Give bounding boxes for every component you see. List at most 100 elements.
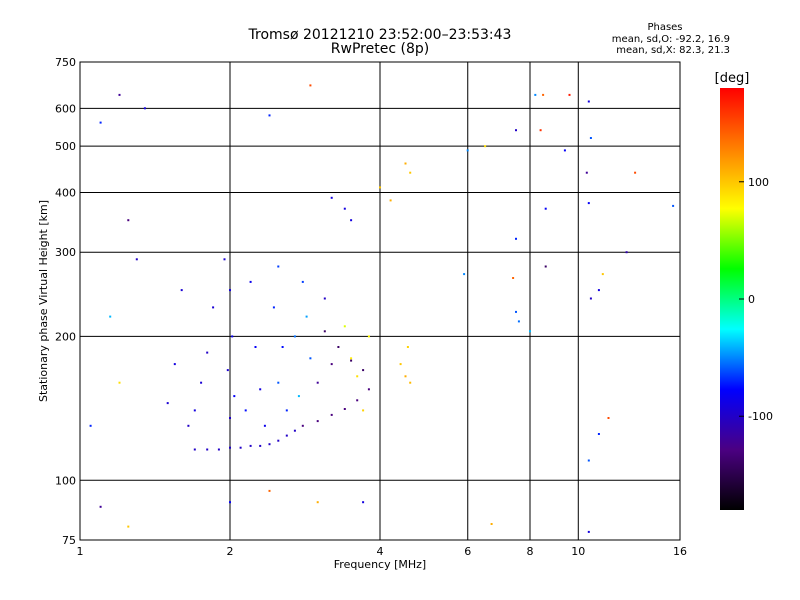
data-point	[187, 424, 190, 427]
phase-stats-x-mode: mean, sd,X: 82.3, 21.3	[616, 45, 730, 56]
data-point	[109, 315, 112, 318]
data-point	[337, 346, 340, 348]
data-point	[285, 409, 288, 412]
data-point	[259, 388, 262, 391]
chart-title: Tromsø 20121210 23:52:00–23:53:43	[248, 27, 512, 43]
data-point	[323, 297, 326, 300]
data-point	[585, 171, 588, 174]
y-tick-label: 200	[55, 330, 76, 343]
data-point	[135, 258, 138, 261]
data-point	[343, 325, 346, 328]
data-point	[362, 409, 365, 412]
data-point	[254, 346, 257, 348]
data-point	[515, 129, 517, 132]
data-point	[127, 219, 130, 222]
data-point	[316, 420, 319, 423]
data-point	[587, 459, 590, 462]
chart-subtitle: RwPretec (8p)	[330, 41, 430, 57]
data-point	[534, 93, 537, 96]
data-point	[293, 335, 296, 338]
data-point	[672, 204, 675, 207]
data-point	[539, 129, 542, 132]
data-point	[259, 444, 262, 447]
data-point	[362, 369, 365, 372]
data-point	[277, 439, 280, 442]
data-point	[515, 237, 517, 240]
data-point	[173, 363, 176, 366]
data-point	[99, 505, 102, 508]
data-point	[367, 335, 370, 338]
data-point	[249, 444, 252, 447]
data-point	[316, 381, 319, 384]
data-point	[367, 388, 370, 391]
phase-stats-title: Phases	[647, 22, 683, 33]
colorbar-tick-label: 0	[748, 293, 755, 306]
data-point	[229, 289, 231, 292]
plot-frame	[79, 61, 681, 541]
phase-colorbar: [deg] 100 0 -100	[715, 71, 773, 510]
data-point	[272, 306, 275, 309]
data-point	[309, 357, 312, 360]
x-axis-label: Frequency [MHz]	[334, 558, 426, 571]
data-point	[589, 137, 592, 139]
x-tick-label: 8	[527, 545, 534, 558]
data-point	[404, 375, 407, 378]
data-point	[350, 359, 353, 362]
data-point	[166, 402, 169, 405]
data-point	[233, 395, 236, 398]
data-point	[293, 429, 296, 432]
colorbar-tick-label: -100	[748, 410, 773, 423]
data-point	[277, 265, 280, 268]
colorbar-ticks: 100 0 -100	[739, 176, 773, 423]
data-point	[634, 171, 637, 174]
data-point	[597, 433, 600, 435]
y-tick-label: 400	[55, 186, 76, 199]
data-point	[379, 186, 381, 189]
phase-stats-o-mode: mean, sd,O: -92.2, 16.9	[611, 34, 730, 45]
data-point	[597, 289, 600, 292]
data-point	[301, 424, 304, 427]
data-point	[118, 93, 121, 96]
data-point	[193, 448, 196, 451]
data-point	[587, 530, 590, 533]
data-point	[268, 114, 271, 117]
x-tick-label: 1	[77, 545, 84, 558]
data-point	[99, 121, 102, 124]
data-point	[625, 251, 628, 254]
data-point	[118, 381, 121, 384]
data-point	[305, 315, 308, 318]
data-point	[356, 375, 359, 378]
data-point	[330, 363, 333, 366]
data-point	[350, 219, 353, 222]
data-point	[316, 501, 319, 504]
data-point	[277, 381, 280, 384]
data-point	[529, 330, 531, 333]
data-point	[206, 448, 209, 451]
data-point	[301, 280, 304, 283]
data-point	[587, 100, 590, 103]
data-point	[399, 363, 402, 366]
y-tick-label: 500	[55, 140, 76, 153]
colorbar-unit-label: [deg]	[715, 71, 750, 86]
data-point	[589, 297, 592, 300]
data-point	[466, 149, 469, 152]
data-point	[231, 335, 234, 338]
data-point	[200, 381, 203, 384]
data-point	[542, 93, 545, 96]
data-point	[297, 395, 300, 398]
data-point	[517, 320, 520, 323]
data-point	[568, 93, 571, 96]
data-point	[356, 399, 359, 402]
data-point	[404, 162, 407, 165]
data-point	[515, 310, 517, 313]
x-tick-label: 4	[377, 545, 384, 558]
data-point	[249, 280, 252, 283]
y-tick-label: 100	[55, 474, 76, 487]
data-point	[350, 357, 353, 360]
colorbar-tick-label: 100	[748, 176, 769, 189]
data-point	[512, 277, 515, 279]
data-point	[607, 417, 610, 419]
data-point	[544, 207, 547, 210]
data-point	[601, 273, 604, 276]
